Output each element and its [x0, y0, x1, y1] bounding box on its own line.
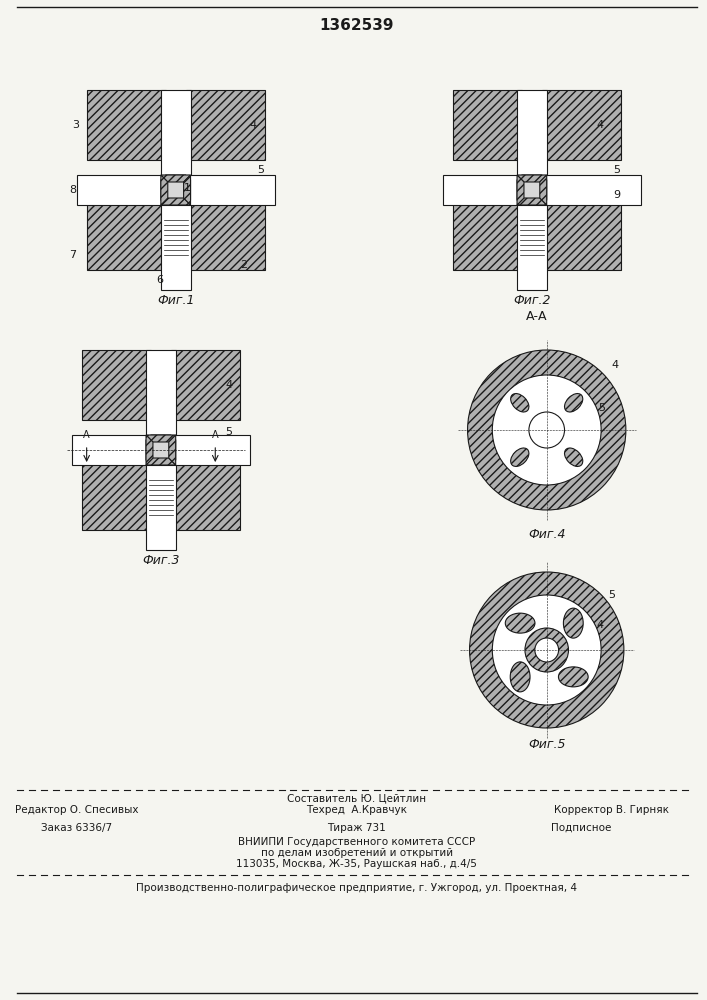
Text: А: А	[83, 430, 90, 440]
Polygon shape	[146, 458, 176, 465]
Bar	[186, 90, 264, 160]
Polygon shape	[161, 175, 191, 182]
Text: Техред  А.Кравчук: Техред А.Кравчук	[306, 805, 407, 815]
Ellipse shape	[564, 448, 583, 466]
Polygon shape	[539, 175, 547, 205]
Bar	[452, 90, 522, 160]
Polygon shape	[146, 435, 153, 465]
Text: 4: 4	[250, 120, 257, 130]
Text: 113035, Москва, Ж-35, Раушская наб., д.4/5: 113035, Москва, Ж-35, Раушская наб., д.4…	[236, 859, 477, 869]
Bar	[77, 175, 274, 205]
Polygon shape	[517, 175, 524, 205]
Text: Фиг.4: Фиг.4	[528, 528, 566, 542]
Bar	[542, 200, 621, 270]
Polygon shape	[169, 435, 176, 465]
Text: 5: 5	[257, 165, 264, 175]
Text: 2: 2	[240, 260, 247, 270]
Text: 4: 4	[596, 620, 603, 630]
Ellipse shape	[506, 613, 535, 633]
Text: Редактор О. Спесивых: Редактор О. Спесивых	[15, 805, 139, 815]
Bar	[161, 90, 191, 290]
Text: 5: 5	[613, 165, 620, 175]
Text: 6: 6	[156, 275, 163, 285]
Circle shape	[525, 628, 568, 672]
Text: Подписное: Подписное	[551, 823, 612, 833]
Polygon shape	[517, 175, 547, 182]
Text: Заказ 6336/7: Заказ 6336/7	[41, 823, 112, 833]
Circle shape	[529, 412, 564, 448]
Bar	[82, 350, 151, 420]
Ellipse shape	[510, 662, 530, 692]
Text: Тираж 731: Тираж 731	[327, 823, 386, 833]
Polygon shape	[146, 435, 176, 465]
Text: 4: 4	[611, 360, 618, 370]
Circle shape	[467, 350, 626, 510]
Bar	[82, 460, 151, 530]
Ellipse shape	[559, 667, 588, 687]
Text: 7: 7	[69, 250, 76, 260]
Circle shape	[492, 595, 601, 705]
Polygon shape	[517, 198, 547, 205]
Text: Составитель Ю. Цейтлин: Составитель Ю. Цейтлин	[287, 793, 426, 803]
Text: Производственно-полиграфическое предприятие, г. Ужгород, ул. Проектная, 4: Производственно-полиграфическое предприя…	[136, 883, 577, 893]
Text: Фиг.3: Фиг.3	[142, 554, 180, 566]
Circle shape	[492, 375, 601, 485]
Text: Фиг.2: Фиг.2	[513, 294, 551, 306]
Text: 3: 3	[72, 120, 78, 130]
Ellipse shape	[563, 608, 583, 638]
Bar	[87, 90, 166, 160]
Polygon shape	[161, 198, 191, 205]
Text: 1: 1	[184, 183, 191, 193]
Bar	[87, 200, 166, 270]
Bar	[171, 350, 240, 420]
Text: по делам изобретений и открытий: по делам изобретений и открытий	[261, 848, 452, 858]
Text: 4: 4	[596, 120, 603, 130]
Text: 5: 5	[225, 427, 232, 437]
Text: А: А	[212, 430, 218, 440]
Polygon shape	[146, 435, 176, 442]
Polygon shape	[517, 175, 547, 205]
Circle shape	[535, 638, 559, 662]
Ellipse shape	[510, 448, 529, 466]
Bar	[517, 90, 547, 290]
Text: 5: 5	[598, 403, 605, 413]
Text: ВНИИПИ Государственного комитета СССР: ВНИИПИ Государственного комитета СССР	[238, 837, 475, 847]
Ellipse shape	[510, 394, 529, 412]
Bar	[171, 460, 240, 530]
Bar	[186, 200, 264, 270]
Bar	[443, 175, 641, 205]
Text: Фиг.1: Фиг.1	[157, 294, 194, 306]
Bar	[542, 90, 621, 160]
Bar	[146, 350, 176, 550]
Text: 1362539: 1362539	[320, 17, 394, 32]
Bar	[72, 435, 250, 465]
Circle shape	[469, 572, 624, 728]
Text: 8: 8	[69, 185, 76, 195]
Text: Корректор В. Гирняк: Корректор В. Гирняк	[554, 805, 669, 815]
Ellipse shape	[564, 394, 583, 412]
Text: 5: 5	[608, 590, 615, 600]
Text: 9: 9	[613, 190, 620, 200]
Text: А-А: А-А	[526, 310, 548, 323]
Polygon shape	[161, 175, 191, 205]
Text: Фиг.5: Фиг.5	[528, 738, 566, 752]
Bar	[452, 200, 522, 270]
Text: 4: 4	[225, 380, 233, 390]
Polygon shape	[161, 175, 168, 205]
Polygon shape	[184, 175, 191, 205]
